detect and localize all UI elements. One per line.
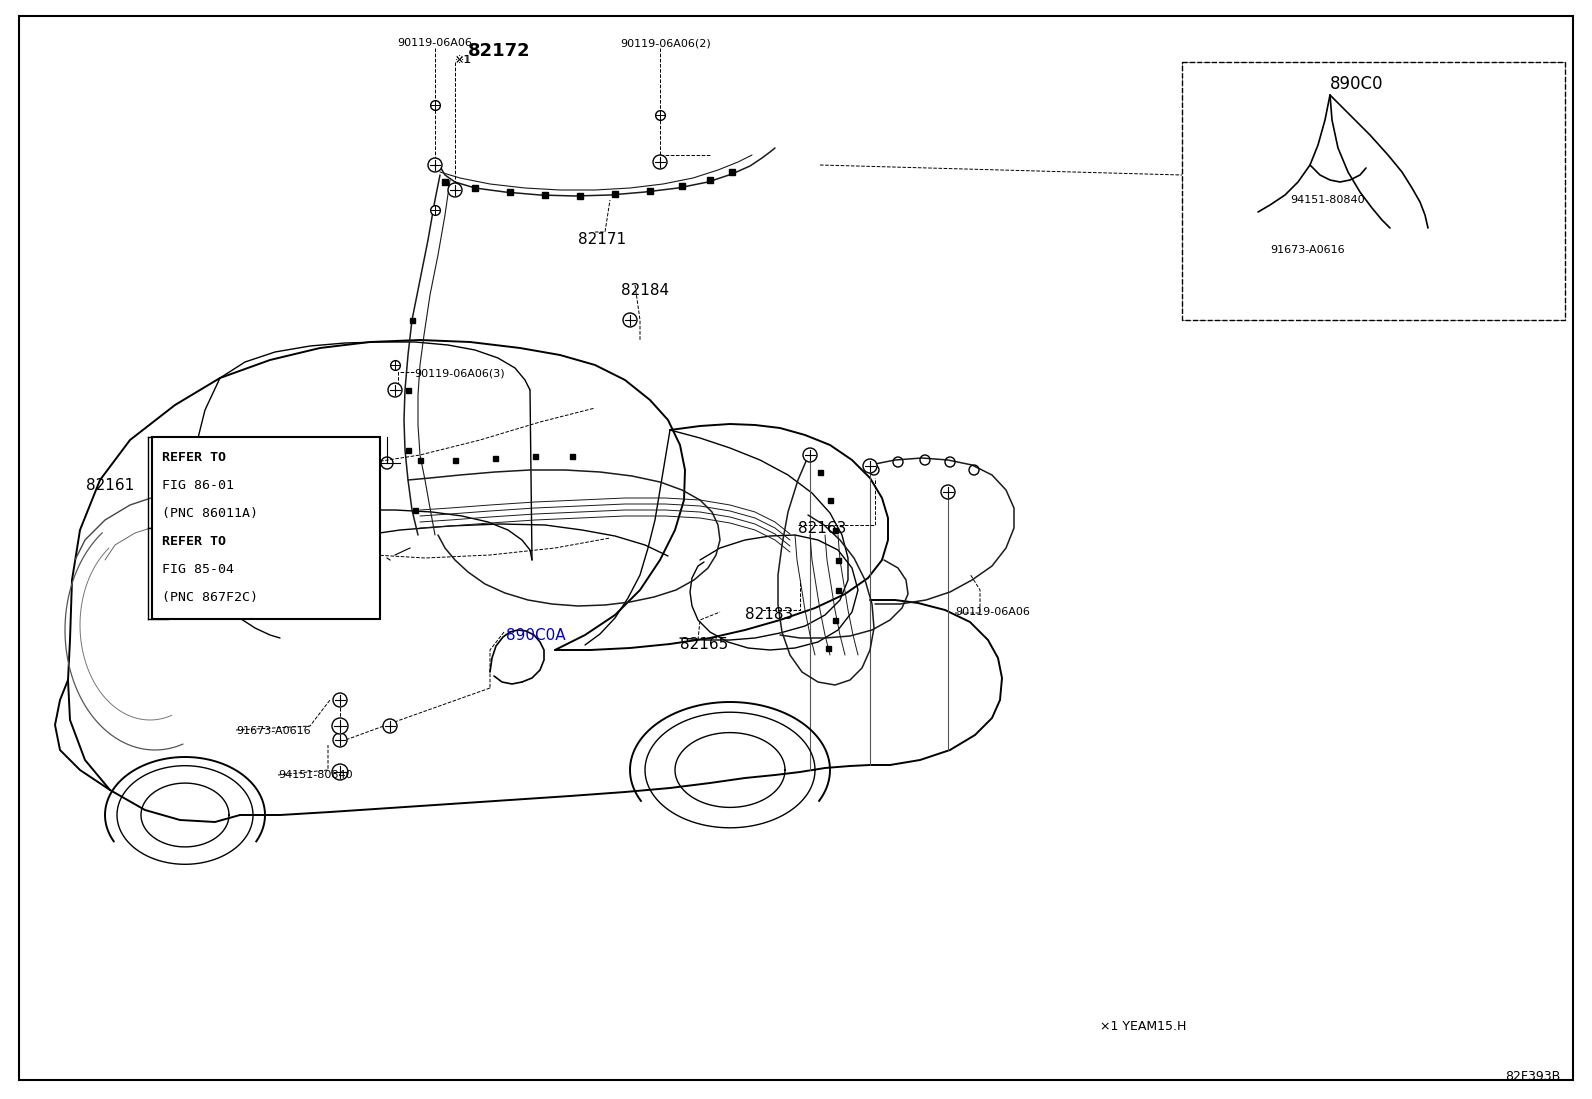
Text: 82184: 82184 (621, 284, 669, 298)
Bar (576, 193, 583, 199)
Bar (828, 498, 833, 503)
Bar (836, 558, 841, 563)
Bar (411, 318, 416, 323)
Bar (471, 185, 478, 191)
Bar (836, 588, 841, 593)
Text: 82183: 82183 (745, 607, 793, 622)
Bar (419, 458, 423, 463)
Text: 90119-06A06(3): 90119-06A06(3) (414, 368, 505, 378)
Circle shape (428, 158, 443, 173)
Bar (707, 177, 713, 184)
Circle shape (388, 382, 403, 397)
Bar (412, 508, 419, 513)
Text: 91673-A0616: 91673-A0616 (1270, 245, 1345, 255)
Text: 82161: 82161 (86, 478, 134, 493)
Text: FIG 86-01: FIG 86-01 (162, 479, 234, 492)
Text: 890C0: 890C0 (1329, 75, 1383, 93)
Circle shape (333, 733, 347, 747)
Text: (PNC 867F2C): (PNC 867F2C) (162, 591, 258, 604)
Circle shape (333, 693, 347, 707)
Bar (494, 456, 498, 460)
Text: REFER TO: REFER TO (162, 451, 226, 464)
Text: 82171: 82171 (578, 232, 626, 247)
Bar (729, 169, 736, 175)
Text: 91673-A0616: 91673-A0616 (236, 726, 310, 736)
Bar (1181, 62, 1565, 320)
Bar (826, 646, 831, 651)
Bar (454, 458, 458, 463)
Circle shape (653, 155, 667, 169)
Bar (406, 448, 411, 453)
Bar (570, 454, 575, 459)
Text: 94151-80840: 94151-80840 (279, 770, 352, 780)
Text: (PNC 86011A): (PNC 86011A) (162, 507, 258, 520)
Circle shape (333, 764, 349, 780)
Bar (611, 191, 618, 197)
Bar (151, 437, 380, 619)
Text: 82F393B: 82F393B (1504, 1070, 1560, 1083)
Text: 82172: 82172 (468, 42, 530, 60)
Circle shape (622, 313, 637, 328)
Text: ×1: ×1 (454, 55, 470, 65)
Bar (680, 184, 685, 189)
Text: ※1: ※1 (455, 55, 471, 65)
Bar (833, 528, 837, 533)
Bar (406, 388, 411, 393)
Text: 94151-80840: 94151-80840 (1290, 195, 1364, 206)
Circle shape (333, 718, 349, 734)
Text: REFER TO: REFER TO (162, 535, 226, 548)
Circle shape (384, 719, 396, 733)
Bar (818, 470, 823, 475)
Bar (646, 188, 653, 195)
Circle shape (447, 184, 462, 197)
Bar (443, 179, 447, 185)
Circle shape (1253, 217, 1270, 234)
Text: 90119-06A06(2): 90119-06A06(2) (619, 38, 710, 48)
Text: ×1 YEAM15.H: ×1 YEAM15.H (1100, 1020, 1186, 1033)
Text: 90119-06A06: 90119-06A06 (398, 38, 473, 48)
Circle shape (941, 485, 955, 499)
Bar (533, 454, 538, 459)
Bar (833, 618, 837, 623)
Text: FIG 85-04: FIG 85-04 (162, 563, 234, 576)
Bar (541, 192, 548, 198)
Text: 890C0A: 890C0A (506, 628, 565, 643)
Circle shape (863, 459, 877, 473)
Circle shape (802, 448, 817, 462)
Text: 82163: 82163 (798, 521, 847, 536)
Text: 90119-06A06: 90119-06A06 (955, 607, 1030, 617)
Text: 82165: 82165 (680, 637, 728, 652)
Bar (506, 189, 513, 195)
